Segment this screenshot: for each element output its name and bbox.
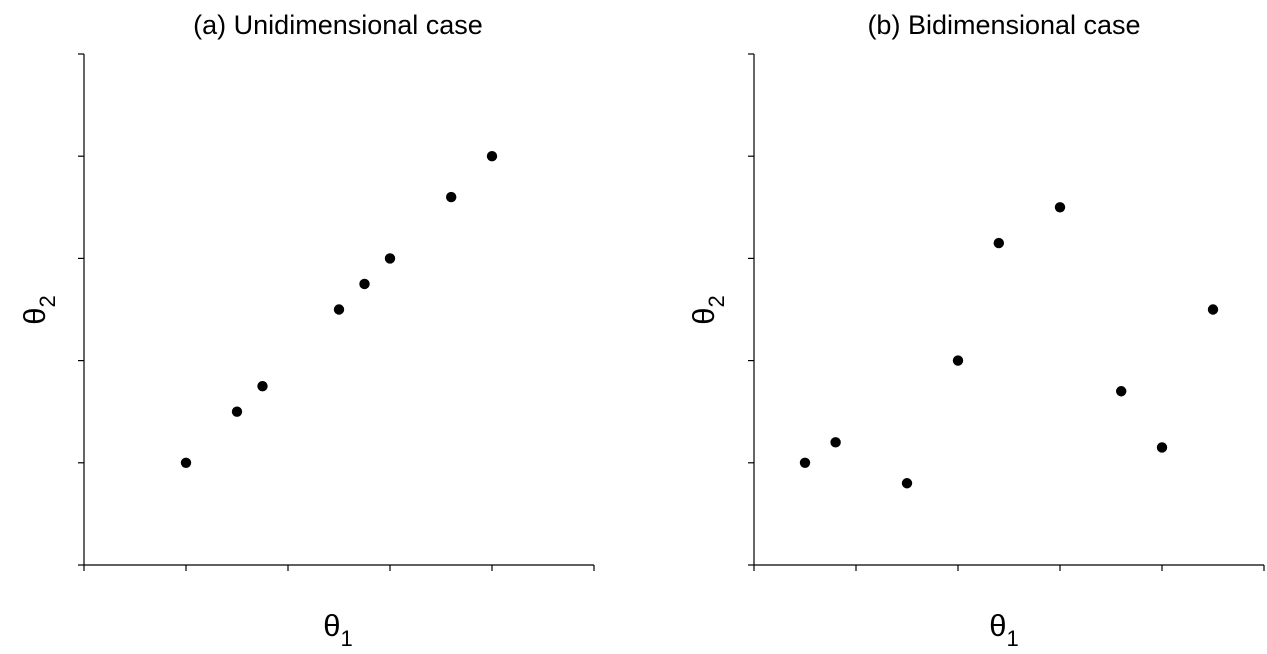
data-point (384, 253, 396, 264)
y-axis-label: θ2 (17, 295, 60, 325)
data-point (830, 437, 841, 448)
x-axis-label-symbol: θ (323, 608, 340, 643)
data-point (993, 237, 1004, 249)
chart-title: (b) Bidimensional case (867, 10, 1140, 40)
data-point (1156, 442, 1168, 453)
data-point (180, 457, 192, 468)
data-point (446, 191, 457, 203)
x-axis-label-subscript: 1 (1007, 626, 1019, 651)
y-axis-label-symbol: θ (686, 308, 721, 325)
data-point (231, 406, 243, 417)
data-point (486, 151, 498, 162)
data-point (257, 380, 268, 392)
data-point (1207, 304, 1219, 315)
x-axis-label-symbol: θ (989, 608, 1006, 643)
data-point (333, 304, 345, 315)
data-point (901, 478, 913, 489)
data-point (1054, 202, 1066, 213)
data-point (359, 278, 370, 290)
x-axis-label-subscript: 1 (341, 626, 353, 651)
y-axis-label-symbol: θ (17, 308, 52, 325)
chart-title: (a) Unidimensional case (193, 10, 483, 40)
data-point (952, 355, 964, 366)
y-axis-label: θ2 (686, 295, 729, 325)
data-point (1116, 386, 1127, 397)
y-axis-label-subscript: 2 (35, 295, 60, 307)
x-axis-label: θ1 (323, 608, 353, 651)
data-point (799, 457, 811, 468)
y-axis-label-subscript: 2 (704, 295, 729, 307)
x-axis-label: θ1 (989, 608, 1019, 651)
